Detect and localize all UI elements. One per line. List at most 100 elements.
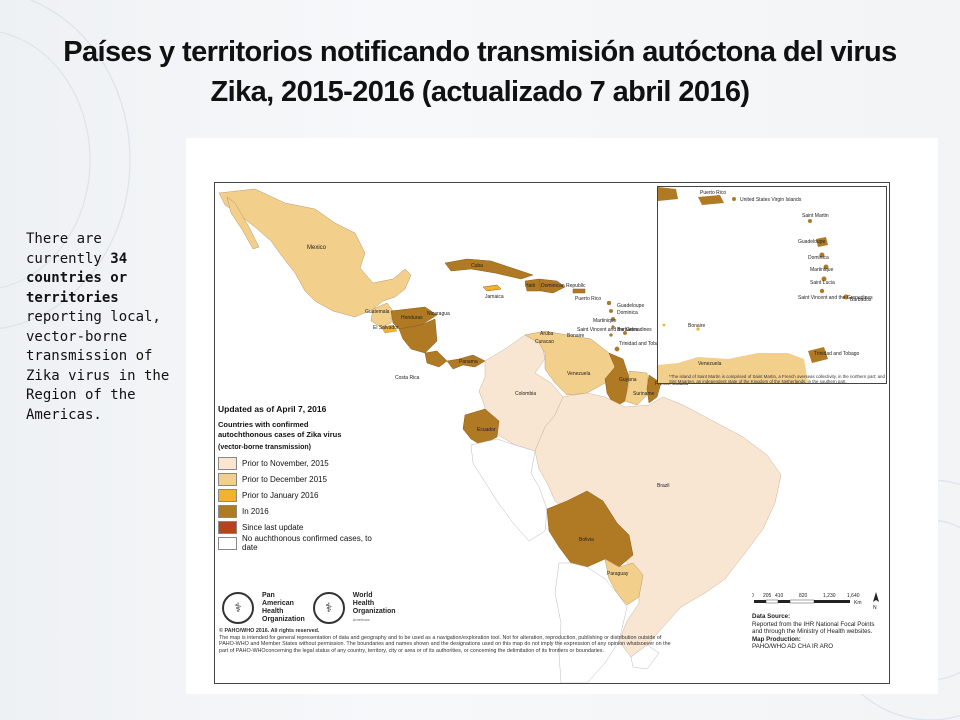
page-title: Países y territorios notificando transmi… <box>20 32 940 112</box>
map-label-panama: Panama <box>459 359 478 365</box>
inset-label-usvi: United States Virgin Islands <box>740 197 802 203</box>
country-guatemala <box>370 302 394 328</box>
legend-label: Since last update <box>242 522 304 532</box>
legend-item: Prior to December 2015 <box>218 471 378 487</box>
map-label-dominica: Dominica <box>617 310 638 316</box>
logos: ⚕ Pan American Health Organization ⚕ Wor… <box>222 590 396 626</box>
who-logo-icon: ⚕ <box>312 592 345 624</box>
title-line-2: Zika, 2015-2016 (actualizado 7 abril 201… <box>210 76 751 108</box>
legend-label: In 2016 <box>242 506 269 516</box>
map-legend: Updated as of April 7, 2016 Countries wi… <box>218 404 378 552</box>
paho-logo-text: Pan American Health Organization <box>262 592 305 623</box>
country-mexico <box>218 188 412 318</box>
inset-label-barbados: Barbados <box>850 297 872 303</box>
inset-puerto-rico <box>698 195 724 205</box>
legend-subtitle-3: (vector-borne transmission) <box>218 444 311 451</box>
side-text-bold: 34 countries or territories <box>26 250 128 306</box>
footnote-body: The map is intended for general represen… <box>219 634 671 654</box>
map-label-jamaica: Jamaica <box>485 294 504 300</box>
side-text-prefix: There are currently <box>26 231 111 267</box>
inset-saint-vincent <box>819 288 825 294</box>
map-label-martinique: Martinique <box>593 318 617 324</box>
country-bolivia <box>546 490 634 568</box>
map-label-honduras: Honduras <box>401 315 423 321</box>
inset-venezuela-coast <box>658 353 808 383</box>
map-label-brazil: Brazil <box>657 483 670 489</box>
country-costa-rica <box>424 350 448 368</box>
inset-dominica <box>819 252 825 258</box>
legend-subtitle-2: autochthonous cases of Zika virus <box>218 430 342 439</box>
inset-saint-lucia <box>821 276 827 282</box>
legend-swatch <box>218 504 237 518</box>
map-label-paraguay: Paraguay <box>607 571 629 577</box>
legend-item: In 2016 <box>218 503 378 519</box>
scale-tick-label: 0 <box>752 593 754 599</box>
inset-barbados <box>843 294 849 300</box>
map-label-nicaragua: Nicaragua <box>427 311 450 317</box>
map-label-saint-vincent: Saint Vincent and the Grenadines <box>577 327 652 333</box>
country-dominican-republic <box>538 278 566 294</box>
footnote-copyright: © PAHO/WHO 2016. All rights reserved. <box>219 628 320 634</box>
legend-label: Prior to January 2016 <box>242 490 319 500</box>
inset-usvi <box>732 197 736 201</box>
title-line-1: Países y territorios notificando transmi… <box>63 36 897 68</box>
map-label-suriname: Suriname <box>633 391 655 397</box>
inset-hispaniola <box>658 187 678 201</box>
data-source: Data Source: Reported from the IHR Natio… <box>752 613 886 651</box>
scale-unit: Km <box>854 600 862 606</box>
legend-label: Prior to November, 2015 <box>242 458 329 468</box>
country-venezuela <box>524 330 616 396</box>
inset-label-bonaire: Bonaire <box>688 323 705 329</box>
inset-label-dominica: Dominica <box>808 255 829 261</box>
country-suriname <box>624 370 650 406</box>
side-description: There are currently 34 countries or terr… <box>26 230 176 425</box>
map-label-mexico: Mexico <box>307 245 327 251</box>
lesser-antilles <box>606 300 627 352</box>
country-panama <box>446 354 486 370</box>
country-paraguay <box>604 558 644 606</box>
map-label-venezuela: Venezuela <box>567 371 591 377</box>
legend-swatch <box>218 520 237 534</box>
inset-label-puerto-rico: Puerto Rico <box>700 190 726 196</box>
production-text: PAHO/WHO AD CHA IR ARO <box>752 643 834 651</box>
who-logo-region: Americas <box>352 617 370 622</box>
map-label-cuba: Cuba <box>471 263 483 269</box>
inset-map-svg: Puerto Rico United States Virgin Islands… <box>658 187 886 383</box>
country-puerto-rico <box>572 288 586 294</box>
scale-tick-label: 410 <box>775 593 784 599</box>
map-label-ecuador: Ecuador <box>477 427 496 433</box>
map-label-curacao: Curacao <box>535 339 554 345</box>
inset-curacao-dot <box>662 323 666 327</box>
inset-martinique <box>823 264 829 270</box>
inset-note: *The island of Saint Martin is comprised… <box>669 374 885 385</box>
country-mexico-baja <box>226 196 260 250</box>
inset-bonaire <box>696 327 700 331</box>
legend-swatch <box>218 456 237 470</box>
inset-label-martinique: Martinique <box>810 267 834 273</box>
legend-item: No auchthonous confirmed cases, to date <box>218 534 378 552</box>
map-label-puerto-rico: Puerto Rico <box>575 296 601 302</box>
map-label-bonaire: Bonaire <box>567 333 584 339</box>
side-text-suffix: reporting local, vector-borne transmissi… <box>26 309 170 423</box>
country-jamaica <box>482 284 502 292</box>
legend-label: Prior to December 2015 <box>242 474 327 484</box>
country-nicaragua <box>398 318 438 354</box>
source-text: Reported from the IHR National Focal Poi… <box>752 620 875 636</box>
map-label-aruba: Aruba <box>540 331 554 337</box>
country-uruguay <box>630 644 660 670</box>
country-el-salvador <box>380 324 398 334</box>
country-cuba <box>444 258 534 280</box>
who-logo-name: World Health Organization <box>352 592 396 615</box>
map-label-guatemala: Guatemala <box>365 309 390 315</box>
inset-saint-martin <box>808 219 812 223</box>
map-label-french-guiana: French Guiana <box>655 381 688 387</box>
legend-swatch <box>218 536 237 550</box>
map-label-barbados: Barbados <box>617 327 639 333</box>
source-label: Data Source: <box>752 613 791 620</box>
paho-logo-icon: ⚕ <box>222 592 254 624</box>
legend-swatch <box>218 488 237 502</box>
inset-label-trinidad: Trinidad and Tobago <box>814 351 860 357</box>
main-map: Mexico Cuba Jamaica Haiti Dominican Repu… <box>218 188 782 683</box>
map-label-guyana: Guyana <box>619 377 637 383</box>
scale-tick-label: 1,640 <box>847 593 860 599</box>
